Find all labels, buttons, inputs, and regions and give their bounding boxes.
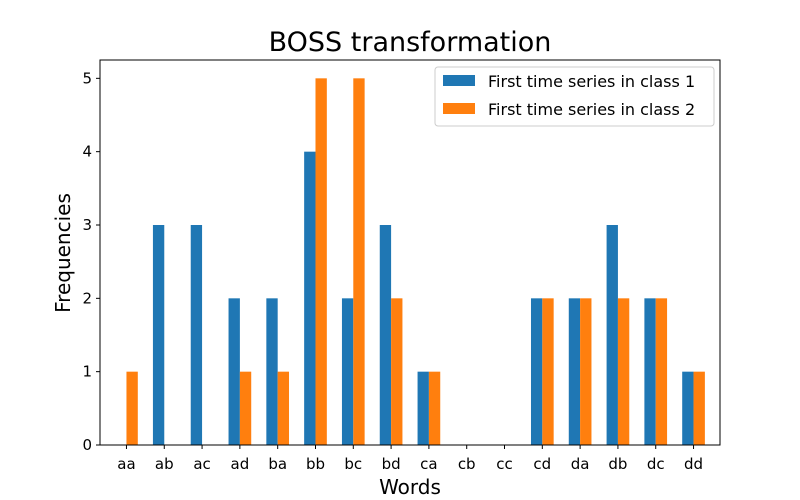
x-tick-label: ab	[155, 455, 174, 473]
x-tick-label: bd	[382, 455, 401, 473]
x-tick-label: ca	[420, 455, 437, 473]
y-tick-label: 2	[82, 289, 92, 307]
bar-2-db	[617, 298, 630, 445]
x-axis-label: Words	[379, 475, 441, 499]
bar-2-dc	[655, 298, 668, 445]
bar-1-cd	[530, 298, 543, 445]
bar-1-ad	[228, 298, 240, 445]
legend-label-class-2: First time series in class 2	[488, 100, 695, 119]
x-tick-label: cb	[458, 455, 476, 473]
bar-1-ca	[417, 371, 429, 445]
y-tick-label: 1	[82, 363, 92, 381]
bar-2-ba	[277, 371, 290, 445]
bars-layer	[126, 78, 705, 446]
x-tick-label: ad	[231, 455, 250, 473]
bar-1-bd	[379, 225, 392, 445]
bar-1-db	[606, 225, 618, 445]
legend-swatch-class-1	[443, 75, 475, 86]
y-tick-label: 5	[82, 69, 92, 87]
bar-1-ab	[152, 225, 165, 445]
bar-1-dc	[644, 298, 656, 445]
bar-2-aa	[126, 371, 138, 445]
legend-box	[434, 66, 715, 127]
x-tick-label: ac	[193, 455, 210, 473]
bar-2-bb	[315, 78, 327, 445]
bar-2-ad	[239, 371, 252, 445]
x-tick-label: da	[571, 455, 590, 473]
legend-swatch-class-2	[443, 103, 475, 114]
x-tick-label: aa	[117, 455, 135, 473]
bar-2-da	[580, 298, 592, 445]
legend: First time series in class 1 First time …	[434, 66, 715, 127]
chart-title: BOSS transformation	[269, 27, 552, 58]
bar-1-bc	[341, 298, 354, 445]
plot-frame	[99, 59, 721, 446]
x-tick-label: db	[608, 455, 627, 473]
x-tick-label: cd	[533, 455, 551, 473]
bar-2-cd	[542, 298, 554, 445]
x-tick-label: dd	[684, 455, 703, 473]
legend-label-class-1: First time series in class 1	[488, 72, 695, 91]
y-axis-ticks: 0 1 2 3 4 5	[82, 69, 100, 454]
bar-2-bd	[391, 298, 403, 445]
bar-1-bb	[304, 151, 316, 446]
y-tick-label: 4	[82, 143, 92, 161]
x-axis-ticks: aa ab ac ad ba bb bc bd ca cb cc cd da db dc dd	[117, 445, 703, 473]
bar-1-dd	[682, 371, 694, 445]
x-tick-label: cc	[496, 455, 513, 473]
x-tick-label: bc	[344, 455, 362, 473]
bar-1-ac	[190, 225, 203, 445]
bar-1-ba	[266, 298, 278, 445]
x-tick-label: dc	[647, 455, 665, 473]
bar-2-dd	[693, 371, 705, 445]
bar-2-ca	[428, 371, 441, 445]
y-axis-label: Frequencies	[51, 193, 75, 313]
bar-2-bc	[353, 78, 365, 445]
x-tick-label: bb	[306, 455, 325, 473]
y-tick-label: 0	[82, 436, 92, 454]
x-tick-label: ba	[268, 455, 287, 473]
bar-1-da	[568, 298, 581, 445]
y-tick-label: 3	[82, 216, 92, 234]
